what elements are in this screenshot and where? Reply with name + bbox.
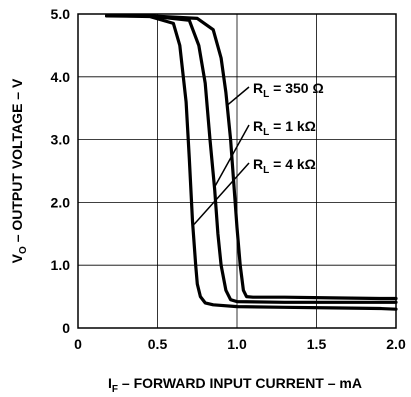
x-tick-label: 0.5 — [148, 336, 168, 352]
series-label-leader-0 — [226, 86, 250, 106]
y-tick-label: 4.0 — [51, 69, 71, 85]
plot-frame — [77, 13, 397, 329]
x-axis-title-rest: – FORWARD INPUT CURRENT – mA — [118, 375, 362, 391]
series-line-1 — [105, 14, 398, 304]
series-label-leader-1 — [214, 124, 250, 188]
y-axis-title-main: V — [9, 253, 25, 263]
series-line-0 — [105, 14, 398, 301]
series-label-sub: L — [263, 127, 269, 138]
y-tick-label: 2.0 — [51, 194, 71, 210]
x-tick-label: 1.0 — [227, 336, 247, 352]
series-line-2 — [105, 14, 398, 311]
series-label-main: R — [253, 156, 263, 172]
y-tick-labels: 0 1.0 2.0 3.0 4.0 5.0 — [51, 6, 71, 336]
series-label-rest: = 1 kΩ — [269, 118, 316, 134]
series-label-main: R — [253, 80, 263, 96]
x-tick-label: 0 — [74, 336, 82, 352]
x-tick-label: 2.0 — [386, 336, 406, 352]
y-tick-label: 5.0 — [51, 6, 71, 22]
x-axis-title-sub: F — [112, 384, 118, 395]
series-label-leader-2 — [193, 162, 250, 225]
x-tick-labels: 0 0.5 1.0 1.5 2.0 — [74, 336, 406, 352]
y-axis-title: VO – OUTPUT VOLTAGE – V — [9, 78, 29, 263]
grid — [78, 14, 396, 328]
y-axis-title-sub: O — [18, 246, 29, 254]
series-label-sub: L — [263, 165, 269, 176]
x-axis-title: IF – FORWARD INPUT CURRENT – mA — [108, 375, 362, 395]
y-axis-title-rest: – OUTPUT VOLTAGE – V — [9, 78, 25, 246]
series-label-1: RL = 1 kΩ — [253, 118, 316, 138]
x-tick-label: 1.5 — [307, 336, 327, 352]
y-tick-label: 0 — [62, 320, 70, 336]
series-label-rest: = 350 Ω — [269, 80, 323, 96]
series-label-2: RL = 4 kΩ — [253, 156, 316, 176]
x-axis-title-main: I — [108, 375, 112, 391]
series-label-rest: = 4 kΩ — [269, 156, 316, 172]
series-label-main: R — [253, 118, 263, 134]
series-label-0: RL = 350 Ω — [253, 80, 324, 100]
y-tick-label: 3.0 — [51, 132, 71, 148]
y-tick-label: 1.0 — [51, 257, 71, 273]
series-label-sub: L — [263, 89, 269, 100]
series-lines — [105, 14, 398, 311]
